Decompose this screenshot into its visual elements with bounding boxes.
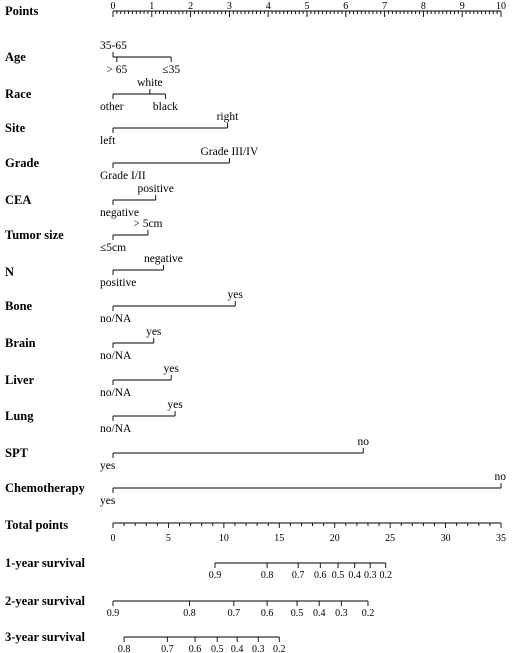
prob-tick-label-3-year-survival: 0.7 [161, 644, 174, 653]
level-label-race: black [153, 101, 178, 113]
level-label-brain: yes [146, 326, 162, 338]
prob-tick-label-3-year-survival: 0.2 [273, 644, 286, 653]
row-label-chemotherapy: Chemotherapy [5, 481, 86, 495]
prob-tick-label-2-year-survival: 0.2 [362, 608, 375, 619]
tick-label-points: 3 [227, 1, 232, 12]
level-label-chemotherapy: no [495, 471, 507, 483]
tick-label-points: 2 [188, 1, 193, 12]
level-label-spt: no [358, 436, 370, 448]
prob-tick-label-2-year-survival: 0.5 [291, 608, 304, 619]
level-label-age: ≤35 [162, 64, 180, 76]
prob-tick-label-2-year-survival: 0.4 [313, 608, 326, 619]
row-label-site: Site [5, 121, 26, 135]
row-label-race: Race [5, 87, 32, 101]
tick-label-points: 5 [305, 1, 310, 12]
level-label-cea: positive [137, 183, 173, 195]
prob-tick-label-1-year-survival: 0.6 [314, 570, 327, 581]
row-label-bone: Bone [5, 299, 33, 313]
tick-label-points: 6 [343, 1, 348, 12]
tick-label-total-points: 30 [441, 533, 451, 544]
tick-label-points: 1 [149, 1, 154, 12]
prob-tick-label-1-year-survival: 0.2 [379, 570, 392, 581]
row-label-spt: SPT [5, 446, 29, 460]
level-label-tumor-size: > 5cm [133, 218, 162, 230]
prob-tick-label-2-year-survival: 0.8 [183, 608, 196, 619]
level-label-liver: yes [164, 363, 180, 375]
level-label-site: right [217, 111, 240, 123]
row-label-n: N [5, 265, 14, 279]
tick-label-total-points: 5 [166, 533, 171, 544]
level-label-race: other [100, 101, 124, 113]
tick-label-total-points: 35 [496, 533, 506, 544]
prob-tick-label-1-year-survival: 0.4 [348, 570, 361, 581]
level-label-lung: no/NA [100, 423, 132, 435]
tick-label-points: 7 [382, 1, 387, 12]
level-label-grade: Grade III/IV [201, 146, 259, 158]
level-label-age: 35-65 [100, 40, 127, 52]
level-label-age: > 65 [106, 64, 127, 76]
level-label-n: negative [144, 253, 183, 265]
tick-label-total-points: 20 [330, 533, 340, 544]
level-label-cea: negative [100, 207, 139, 219]
row-label-points: Points [5, 4, 38, 18]
tick-label-points: 9 [460, 1, 465, 12]
prob-tick-label-1-year-survival: 0.5 [332, 570, 345, 581]
row-label-brain: Brain [5, 336, 36, 350]
level-label-lung: yes [167, 399, 183, 411]
prob-tick-label-1-year-survival: 0.8 [261, 570, 274, 581]
prob-tick-label-3-year-survival: 0.5 [211, 644, 224, 653]
tick-label-total-points: 0 [111, 533, 116, 544]
level-label-bone: no/NA [100, 313, 132, 325]
row-label-lung: Lung [5, 409, 34, 423]
level-label-chemotherapy: yes [100, 495, 116, 507]
tick-label-points: 8 [421, 1, 426, 12]
tick-label-points: 0 [111, 1, 116, 12]
prob-tick-label-3-year-survival: 0.3 [252, 644, 265, 653]
row-label-1-year-survival: 1-year survival [5, 556, 85, 570]
row-label-tumor-size: Tumor size [5, 228, 64, 242]
prob-tick-label-1-year-survival: 0.7 [292, 570, 305, 581]
level-label-liver: no/NA [100, 387, 132, 399]
level-label-bone: yes [228, 289, 244, 301]
level-label-site: left [100, 135, 116, 147]
row-label-age: Age [5, 50, 26, 64]
level-label-tumor-size: ≤5cm [100, 242, 126, 254]
prob-tick-label-2-year-survival: 0.9 [107, 608, 120, 619]
prob-tick-label-2-year-survival: 0.7 [228, 608, 241, 619]
row-label-3-year-survival: 3-year survival [5, 630, 85, 644]
tick-label-total-points: 15 [274, 533, 284, 544]
level-label-spt: yes [100, 460, 116, 472]
row-label-2-year-survival: 2-year survival [5, 594, 85, 608]
row-label-total-points: Total points [5, 518, 68, 532]
level-label-n: positive [100, 277, 136, 289]
tick-label-total-points: 10 [219, 533, 229, 544]
prob-tick-label-3-year-survival: 0.8 [118, 644, 131, 653]
prob-tick-label-2-year-survival: 0.3 [335, 608, 348, 619]
prob-tick-label-3-year-survival: 0.4 [231, 644, 244, 653]
row-label-cea: CEA [5, 193, 31, 207]
prob-tick-label-2-year-survival: 0.6 [261, 608, 274, 619]
tick-label-points: 4 [266, 1, 271, 12]
level-label-grade: Grade I/II [100, 170, 146, 182]
prob-tick-label-1-year-survival: 0.9 [209, 570, 222, 581]
tick-label-total-points: 25 [385, 533, 395, 544]
prob-tick-label-1-year-survival: 0.3 [364, 570, 377, 581]
level-label-race: white [137, 77, 163, 89]
level-label-brain: no/NA [100, 350, 132, 362]
tick-label-points: 10 [496, 1, 506, 12]
row-label-grade: Grade [5, 156, 39, 170]
row-label-liver: Liver [5, 373, 35, 387]
prob-tick-label-3-year-survival: 0.6 [189, 644, 202, 653]
